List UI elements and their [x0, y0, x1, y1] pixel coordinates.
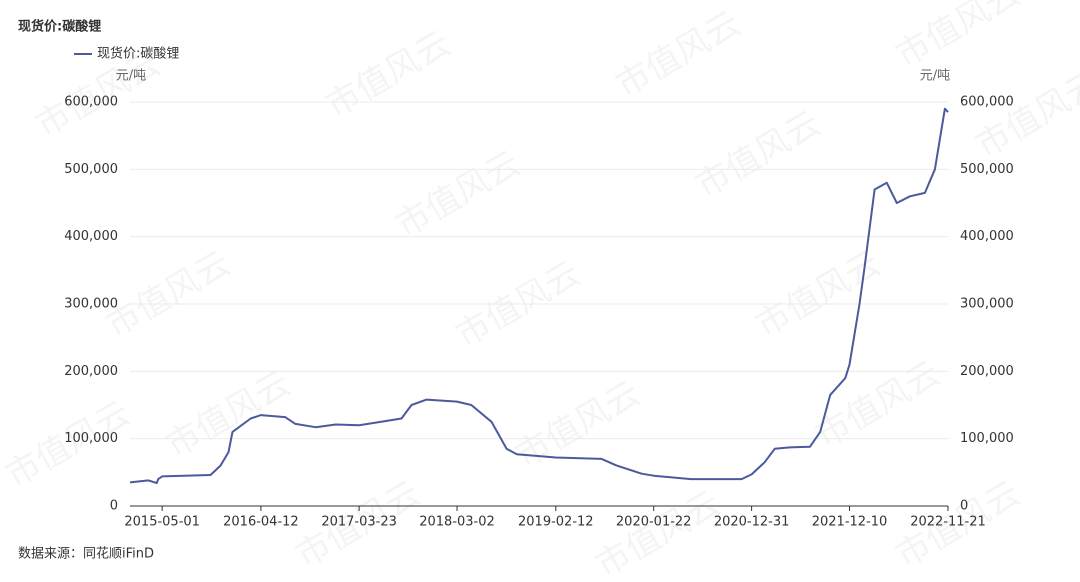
- x-tick-label: 2016-04-12: [223, 515, 299, 530]
- y2-tick-label: 500,000: [960, 162, 1014, 177]
- watermark: 市值风云: [449, 253, 587, 356]
- source: 数据来源：同花顺iFinD: [18, 546, 154, 562]
- x-tick-label: 2015-05-01: [124, 515, 200, 530]
- y2-tick-label: 600,000: [960, 95, 1014, 110]
- watermark: 市值风云: [609, 3, 747, 106]
- x-tick-label: 2017-03-23: [321, 515, 397, 530]
- watermark: 市值风云: [889, 0, 1027, 76]
- x-tick-label: 2019-02-12: [518, 515, 594, 530]
- y2-tick-label: 400,000: [960, 229, 1014, 244]
- watermark: 市值风云: [389, 143, 527, 246]
- watermark: 市值风云: [969, 63, 1080, 166]
- y-unit: 元/吨: [116, 69, 146, 84]
- y-tick-label: 500,000: [64, 162, 118, 177]
- y-tick-label: 200,000: [64, 364, 118, 379]
- y2-unit: 元/吨: [920, 69, 950, 84]
- watermark: 市值风云: [509, 373, 647, 476]
- watermark: 市值风云: [689, 103, 827, 206]
- x-tick-label: 2018-03-02: [419, 515, 495, 530]
- line: [129, 107, 949, 485]
- x-tick-label: 2020-12-31: [714, 515, 790, 530]
- y2-tick-label: 200,000: [960, 364, 1014, 379]
- watermark: 市值风云: [589, 483, 727, 582]
- y2-tick-label: 100,000: [960, 431, 1014, 446]
- y-tick-label: 400,000: [64, 229, 118, 244]
- watermark: 市值风云: [99, 243, 237, 346]
- y-tick-label: 100,000: [64, 431, 118, 446]
- x-tick-label: 2020-01-22: [616, 515, 692, 530]
- y-tick-label: 600,000: [64, 95, 118, 110]
- x-tick-label: 2022-11-21: [910, 515, 986, 530]
- watermark: 市值风云: [809, 353, 947, 456]
- y-tick-label: 0: [110, 499, 118, 514]
- y2-tick-label: 300,000: [960, 297, 1014, 312]
- x-tick-label: 2021-12-10: [812, 515, 888, 530]
- y-tick-label: 300,000: [64, 297, 118, 312]
- legend-label: 现货价:碳酸锂: [97, 46, 179, 62]
- watermark: 市值风云: [319, 23, 457, 126]
- chart-title: 现货价:碳酸锂: [18, 19, 101, 35]
- y2-tick-label: 0: [960, 499, 968, 514]
